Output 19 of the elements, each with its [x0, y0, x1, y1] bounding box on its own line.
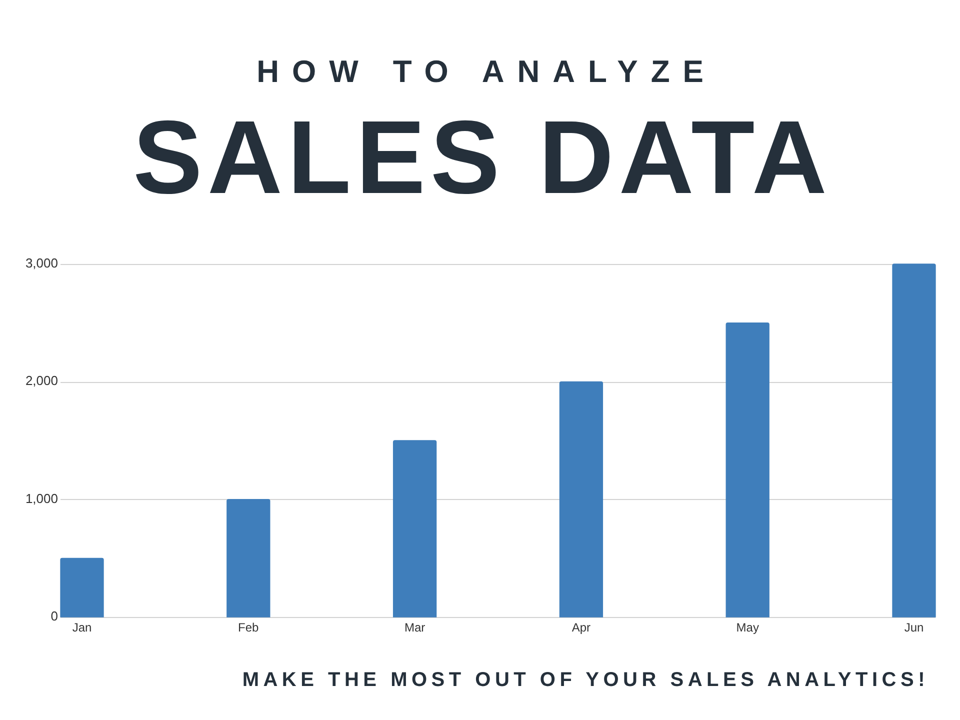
- bar: [226, 499, 270, 618]
- x-tick-label: Jan: [72, 620, 92, 635]
- x-tick-label: Mar: [404, 620, 426, 635]
- bar: [892, 264, 936, 618]
- x-tick-label: Jun: [904, 620, 924, 635]
- bar: [60, 558, 104, 618]
- chart-title: HOW TO ANALYZE: [256, 54, 718, 89]
- text: MAKE THE MOST OUT OF YOUR SALES ANALYTICS!: [242, 669, 929, 691]
- y-tick-label: 0: [50, 608, 58, 624]
- bar: [559, 381, 604, 618]
- bar: [392, 440, 437, 618]
- y-tick-label: 3,000: [25, 256, 58, 271]
- y-tick-label: 2,000: [25, 373, 58, 388]
- bar: [726, 322, 770, 618]
- x-tick-label: Feb: [238, 620, 260, 635]
- x-tick-label: Apr: [572, 620, 591, 635]
- x-tick-label: May: [736, 620, 759, 635]
- chart-subtitle: SALES DATA: [132, 100, 834, 216]
- y-tick-label: 1,000: [25, 490, 58, 506]
